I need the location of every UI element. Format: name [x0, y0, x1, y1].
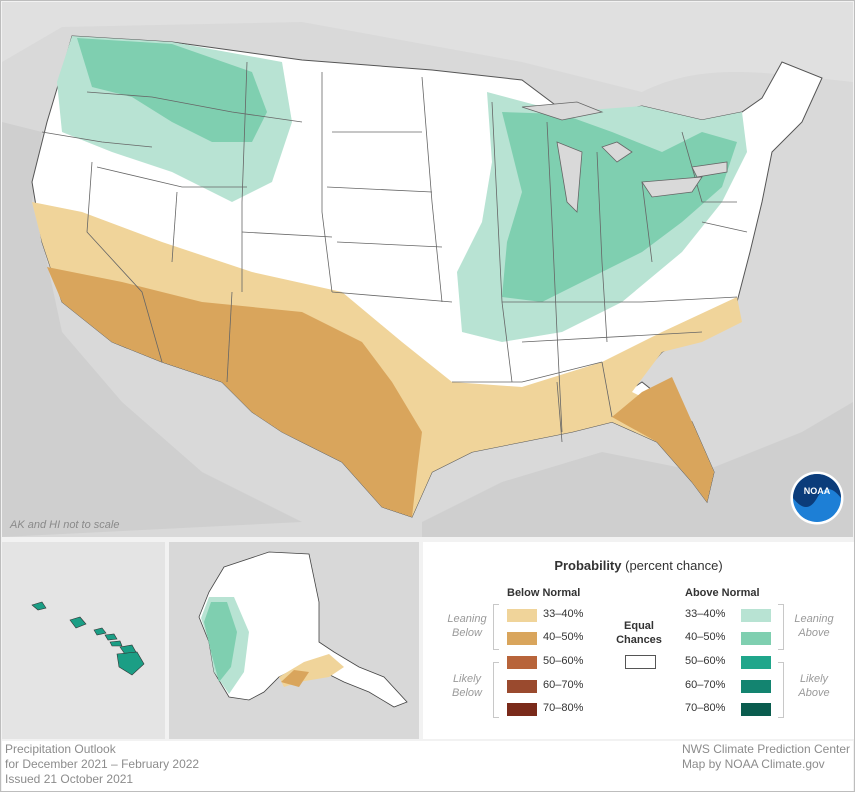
below-swatch	[507, 656, 537, 669]
credit-line-1: NWS Climate Prediction Center	[681, 742, 850, 756]
conus-map: NOAA AK and HI not to scale	[2, 2, 853, 537]
caption-line-3: Issued 21 October 2021	[5, 772, 134, 786]
below-normal-header: Below Normal	[507, 587, 581, 599]
above-swatch	[741, 609, 771, 622]
likely-above-bracket	[778, 662, 784, 718]
likely-below-bracket	[493, 662, 499, 718]
below-swatch-label: 40–50%	[543, 631, 584, 643]
above-swatch	[741, 632, 771, 645]
alaska-map	[169, 542, 419, 739]
below-leaning-south	[32, 202, 742, 517]
pacific-ocean	[2, 122, 302, 537]
equal-chances-swatch	[625, 655, 656, 669]
below-swatch	[507, 680, 537, 693]
noaa-logo: NOAA	[789, 470, 845, 526]
legend-title: Probability (percent chance)	[423, 558, 854, 573]
below-swatch	[507, 632, 537, 645]
canada-region	[2, 2, 853, 92]
leaning-above-label: Leaning Above	[794, 613, 834, 639]
conus-map-svg: NOAA	[2, 2, 853, 537]
below-swatch-label: 33–40%	[543, 608, 584, 620]
svg-text:NOAA: NOAA	[804, 486, 831, 496]
gulf-atlantic-ocean	[422, 402, 853, 537]
footer: Precipitation Outlook for December 2021 …	[2, 741, 853, 791]
legend-title-rest: (percent chance)	[625, 558, 723, 573]
caption-line-1: Precipitation Outlook	[5, 742, 116, 756]
above-swatch-label: 70–80%	[685, 702, 726, 714]
above-swatch	[741, 703, 771, 716]
great-lakes	[521, 101, 728, 213]
below-swatch-label: 70–80%	[543, 702, 584, 714]
below-likely-southwest	[47, 267, 422, 517]
above-normal-header: Above Normal	[685, 587, 760, 599]
below-swatch-label: 60–70%	[543, 679, 584, 691]
likely-above-label: Likely Above	[798, 673, 830, 699]
below-likely-southeast	[612, 377, 714, 502]
equal-chances-label: Equal Chances	[616, 620, 662, 646]
above-swatch-label: 33–40%	[685, 608, 726, 620]
leaning-below-label: Leaning Below	[447, 613, 487, 639]
above-swatch-label: 50–60%	[685, 655, 726, 667]
caption-line-2: for December 2021 – February 2022	[5, 757, 200, 771]
legend-panel: Probability (percent chance) Below Norma…	[423, 542, 854, 739]
above-likely-northwest	[77, 38, 267, 142]
above-swatch	[741, 680, 771, 693]
state-borders	[41, 61, 748, 443]
alaska-above-likely	[204, 602, 237, 682]
below-swatch	[507, 703, 537, 716]
outlook-caption: Precipitation Outlook for December 2021 …	[5, 742, 199, 787]
above-swatch-label: 60–70%	[685, 679, 726, 691]
below-swatch-label: 50–60%	[543, 655, 584, 667]
scale-note: AK and HI not to scale	[10, 519, 120, 531]
hawaii-inset	[2, 542, 165, 739]
alaska-inset	[169, 542, 419, 739]
credit-caption: NWS Climate Prediction Center Map by NOA…	[682, 742, 850, 772]
alaska-below-likely	[281, 670, 309, 687]
alaska-land	[198, 551, 408, 708]
hawaii-map	[31, 601, 145, 676]
legend-title-bold: Probability	[554, 558, 622, 573]
leaning-above-bracket	[778, 604, 784, 650]
above-swatch-label: 40–50%	[685, 631, 726, 643]
leaning-below-bracket	[493, 604, 499, 650]
credit-line-2: Map by NOAA Climate.gov	[681, 757, 825, 771]
above-swatch	[741, 656, 771, 669]
below-swatch	[507, 609, 537, 622]
likely-below-label: Likely Below	[452, 673, 482, 699]
